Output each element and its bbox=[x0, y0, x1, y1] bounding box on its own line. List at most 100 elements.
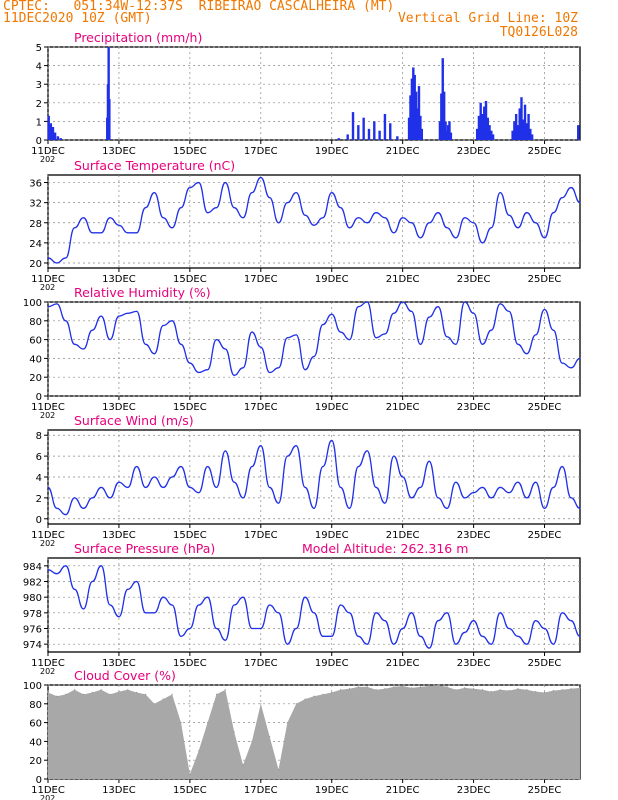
pressure-point bbox=[437, 620, 439, 622]
wind-ytick-label: 6 bbox=[36, 452, 42, 463]
precip-bar bbox=[481, 113, 484, 140]
wind-point bbox=[357, 465, 359, 468]
rh-ytick-label: 80 bbox=[29, 317, 42, 328]
rh-xtick-label: 15DEC bbox=[173, 402, 207, 413]
rh-point bbox=[251, 331, 253, 333]
wind-point bbox=[428, 460, 430, 462]
rh-ytick-label: 40 bbox=[29, 354, 42, 365]
wind-point bbox=[215, 486, 218, 489]
temp-point bbox=[393, 232, 395, 234]
wind-point bbox=[251, 465, 253, 468]
temp-point bbox=[65, 257, 67, 259]
cloud-point bbox=[508, 690, 510, 692]
wind-xtick-label: 25DEC bbox=[528, 530, 562, 541]
cloud-point bbox=[74, 689, 76, 691]
temp-point bbox=[481, 242, 484, 244]
temp-point bbox=[207, 212, 209, 214]
cloud-point bbox=[375, 689, 377, 691]
rh-point bbox=[473, 312, 475, 314]
pressure-point bbox=[144, 612, 147, 614]
rh-xtick-label: 11DEC bbox=[31, 402, 65, 413]
pressure-point bbox=[304, 596, 306, 598]
temp-point bbox=[322, 217, 324, 219]
wind-point bbox=[74, 497, 76, 499]
temp-xtick-label: 21DEC bbox=[386, 274, 420, 285]
precip-bar bbox=[417, 86, 421, 140]
precip-xtick-label: 13DEC bbox=[102, 146, 136, 157]
cloud-xtick-label: 17DEC bbox=[244, 785, 278, 796]
pressure-ytick-label: 982 bbox=[23, 578, 42, 589]
precip-bar bbox=[445, 130, 448, 140]
rh-point bbox=[552, 329, 555, 331]
cloud-point bbox=[561, 689, 563, 691]
cloud-point bbox=[402, 685, 404, 687]
precip-bar bbox=[518, 108, 521, 140]
temp-point bbox=[455, 237, 457, 239]
precip-bar bbox=[409, 95, 412, 140]
wind-point bbox=[322, 465, 324, 468]
precip-xtick-label: 25DEC bbox=[528, 146, 562, 157]
wind-panel: 11DEC 13DEC 15DEC 17DEC 19DEC 21DEC 23DEC 25DEC… bbox=[31, 413, 581, 548]
temp-point bbox=[419, 237, 421, 239]
temp-xtick-label: 25DEC bbox=[528, 274, 562, 285]
temp-point bbox=[91, 232, 93, 234]
rh-year-label: 202 bbox=[40, 411, 55, 420]
wind-point bbox=[153, 476, 155, 478]
temp-point bbox=[437, 212, 439, 214]
rh-xtick-label: 19DEC bbox=[315, 402, 349, 413]
wind-point bbox=[242, 497, 244, 499]
cloud-point bbox=[357, 686, 359, 688]
pressure-point bbox=[189, 627, 191, 630]
header-model-id: TQ0126L028 bbox=[499, 25, 578, 40]
temp-point bbox=[552, 212, 555, 214]
wind-point bbox=[65, 514, 67, 516]
pressure-point bbox=[455, 643, 457, 645]
pressure-point bbox=[446, 612, 448, 614]
precip-xtick-label: 21DEC bbox=[386, 146, 420, 157]
pressure-point bbox=[109, 604, 111, 606]
precip-bar bbox=[49, 123, 53, 140]
wind-ytick-label: 8 bbox=[36, 431, 42, 442]
wind-year-label: 202 bbox=[40, 539, 55, 548]
wind-point bbox=[535, 481, 537, 483]
pressure-xtick-label: 23DEC bbox=[457, 658, 491, 669]
precip-bar bbox=[107, 47, 110, 140]
temp-point bbox=[348, 227, 351, 229]
temp-ytick-label: 24 bbox=[29, 239, 42, 250]
wind-point bbox=[446, 507, 448, 509]
pressure-ytick-label: 978 bbox=[23, 609, 42, 620]
cloud-point bbox=[162, 698, 164, 700]
cloud-point bbox=[242, 764, 244, 766]
temp-point bbox=[446, 227, 448, 229]
rh-point bbox=[118, 315, 120, 317]
cloud-point bbox=[313, 695, 315, 697]
rh-xtick-label: 13DEC bbox=[102, 402, 136, 413]
precip-bar bbox=[346, 134, 349, 140]
temp-point bbox=[517, 227, 519, 229]
rh-point bbox=[136, 310, 138, 312]
pressure-point bbox=[517, 635, 519, 637]
rh-point bbox=[375, 337, 377, 339]
wind-xtick-label: 13DEC bbox=[102, 530, 136, 541]
rh-ytick-label: 60 bbox=[29, 336, 42, 347]
precip-bar bbox=[440, 93, 443, 140]
wind-point bbox=[517, 481, 519, 483]
pressure-xtick-label: 11DEC bbox=[31, 658, 65, 669]
rh-point bbox=[162, 324, 164, 327]
wind-point bbox=[464, 497, 466, 499]
wind-point bbox=[56, 507, 58, 509]
rh-point bbox=[437, 306, 439, 308]
pressure-point bbox=[473, 620, 475, 622]
temp-point bbox=[277, 222, 280, 224]
precip-bar bbox=[419, 115, 422, 140]
wind-point bbox=[304, 486, 306, 489]
pressure-xtick-label: 25DEC bbox=[528, 658, 562, 669]
wind-point bbox=[437, 497, 439, 499]
pressure-point bbox=[162, 596, 164, 598]
precip-bar bbox=[56, 136, 60, 140]
wind-point bbox=[277, 502, 280, 504]
rh-point bbox=[322, 323, 324, 326]
pressure-point bbox=[171, 604, 173, 606]
pressure-point bbox=[65, 565, 67, 567]
